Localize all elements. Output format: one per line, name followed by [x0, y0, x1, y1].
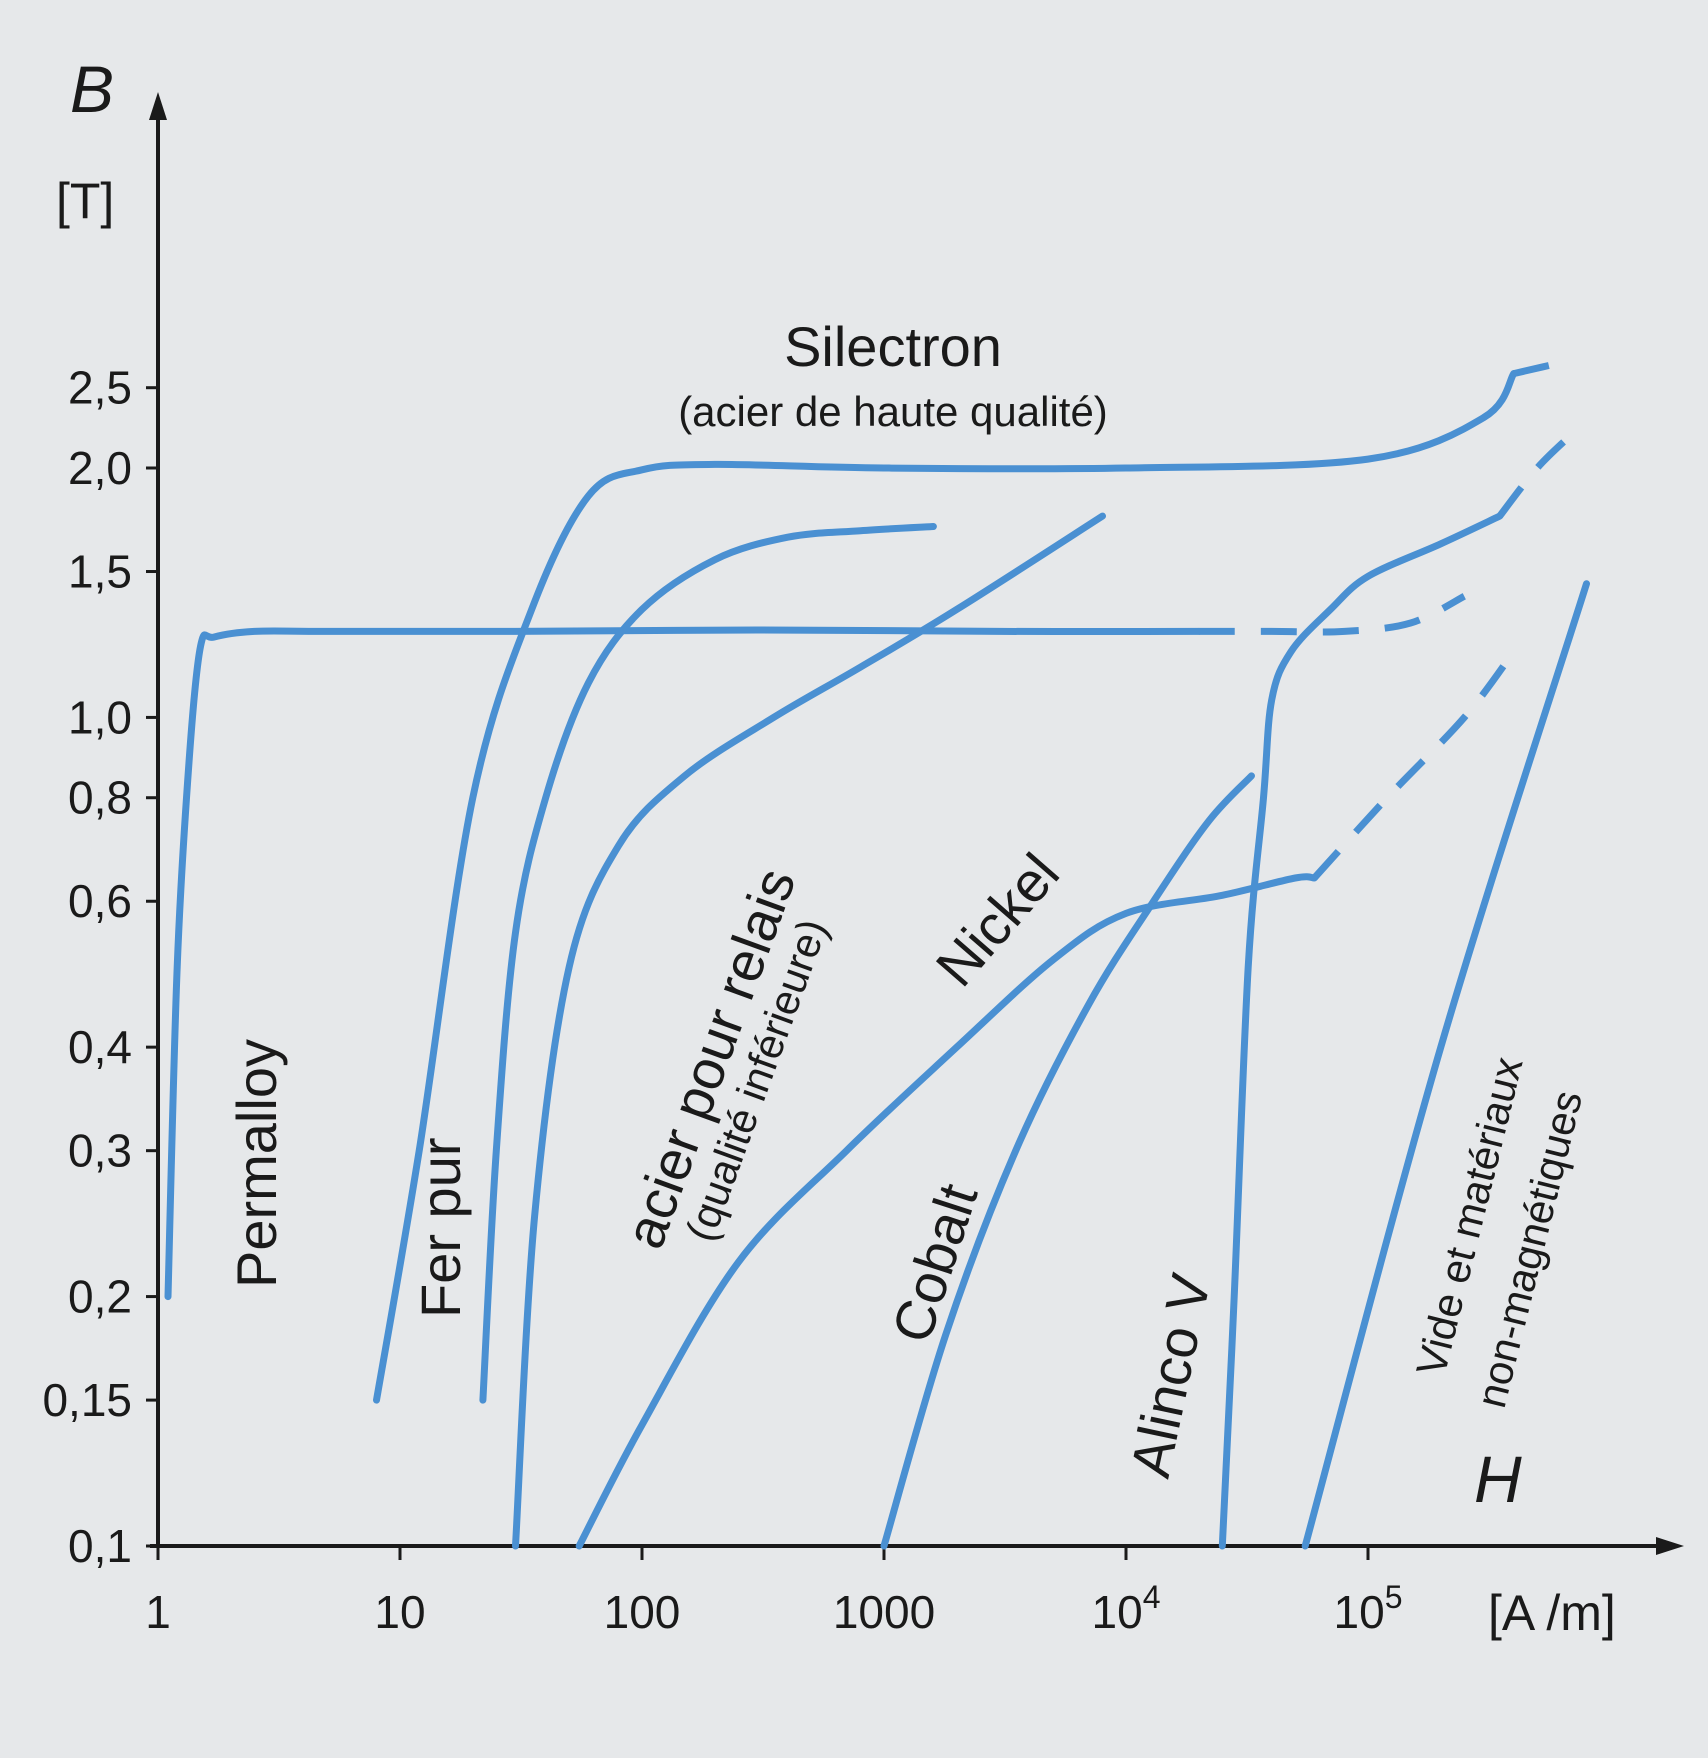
label-alinco-v: Alinco V: [1118, 1268, 1222, 1483]
x-tick-label: 1000: [833, 1586, 935, 1638]
x-tick-label: 104: [1092, 1579, 1161, 1638]
curve-permalloy: [164, 626, 1203, 1301]
curve-silectron: [373, 370, 1518, 1404]
label-silectron-sub: (acier de haute qualité): [678, 388, 1108, 435]
y-axis-title: B: [70, 52, 114, 126]
y-tick-label: 2,0: [68, 442, 132, 494]
y-tick-label: 0,1: [68, 1520, 132, 1572]
curve-alinco-v-extrapolated: [1496, 431, 1575, 519]
y-tick-label: 0,8: [68, 772, 132, 824]
y-tick-label: 2,5: [68, 362, 132, 414]
y-tick-label: 0,2: [68, 1271, 132, 1323]
y-tick-label: 0,4: [68, 1021, 132, 1073]
label-permalloy: Permalloy: [225, 1039, 288, 1288]
x-ticks: 1 10 100 1000 104 105: [145, 1546, 1402, 1638]
x-tick-label: 1: [145, 1586, 171, 1638]
x-tick-label: 100: [604, 1586, 681, 1638]
y-tick-label: 1,5: [68, 546, 132, 598]
label-nickel: Nickel: [924, 841, 1072, 997]
y-axis-arrow: [149, 92, 167, 120]
label-fer-pur: Fer pur: [409, 1138, 472, 1319]
curve-nickel: [575, 873, 1318, 1550]
x-axis-arrow: [1656, 1537, 1684, 1555]
curves: [164, 356, 1590, 1550]
curve-silectron-extrapolated: [1512, 356, 1574, 378]
curve-nickel-extrapolated: [1311, 649, 1517, 881]
curve-cobalt: [880, 772, 1255, 1550]
x-tick-label: 10: [374, 1586, 425, 1638]
curve-labels: Permalloy Fer pur acier pour relais (qua…: [225, 315, 1591, 1482]
label-silectron: Silectron: [784, 315, 1002, 378]
y-tick-label: 0,15: [42, 1374, 132, 1426]
curve-permalloy-extrapolated: [1198, 593, 1466, 636]
curve-vide-et-materiaux-non-magnetiques: [1301, 580, 1590, 1550]
x-axis-unit: [A /m]: [1488, 1585, 1616, 1641]
curve-fer-pur: [479, 523, 937, 1404]
curve-alinco-v: [1218, 512, 1504, 1550]
y-axis-unit: [T]: [56, 173, 114, 229]
curve-acier-pour-relais: [512, 512, 1106, 1550]
x-tick-label: 105: [1334, 1579, 1403, 1638]
x-axis-title: H: [1474, 1442, 1522, 1516]
y-tick-label: 1,0: [68, 691, 132, 743]
y-tick-label: 0,3: [68, 1125, 132, 1177]
y-tick-label: 0,6: [68, 875, 132, 927]
y-ticks: 0,1 0,15 0,2 0,3 0,4 0,6 0,8 1,0 1,5 2,0 2,5: [42, 362, 158, 1572]
